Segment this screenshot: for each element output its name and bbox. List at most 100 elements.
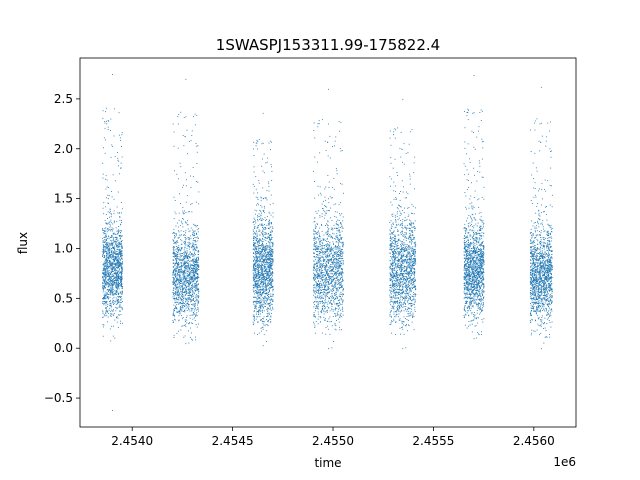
data-point: [111, 251, 113, 253]
data-point: [184, 241, 186, 242]
data-point: [183, 263, 185, 265]
data-point: [258, 251, 260, 253]
data-point: [179, 274, 180, 276]
data-point: [115, 291, 116, 293]
data-point: [262, 235, 264, 237]
data-point: [265, 227, 266, 228]
data-point: [319, 263, 321, 265]
data-point: [314, 296, 316, 298]
data-point: [190, 260, 192, 262]
data-point: [315, 263, 317, 265]
data-point: [321, 216, 323, 217]
data-point: [329, 135, 331, 137]
data-point: [334, 281, 336, 283]
data-point: [183, 253, 185, 255]
data-point: [254, 265, 256, 267]
data-point: [270, 248, 272, 250]
data-point: [111, 230, 113, 232]
data-point: [268, 265, 270, 267]
data-point: [337, 270, 339, 272]
data-point: [270, 246, 272, 248]
data-point: [113, 263, 115, 265]
data-point: [177, 123, 179, 125]
data-point: [339, 272, 340, 274]
data-point: [257, 225, 259, 227]
data-point: [105, 269, 106, 271]
data-point: [326, 245, 328, 247]
data-point: [106, 266, 108, 267]
data-point: [112, 335, 114, 337]
data-point: [103, 286, 105, 287]
data-point: [105, 206, 107, 208]
data-point: [113, 302, 115, 304]
data-point: [196, 259, 197, 261]
data-point: [319, 252, 320, 254]
data-point: [270, 284, 271, 286]
data-point: [257, 334, 258, 335]
data-point: [191, 272, 193, 273]
data-point: [114, 269, 116, 271]
data-point: [320, 317, 322, 319]
data-point: [191, 300, 192, 302]
data-point: [255, 222, 257, 224]
data-point: [179, 276, 181, 278]
data-point: [179, 234, 181, 236]
data-point: [104, 122, 106, 124]
data-point: [262, 259, 264, 261]
data-point: [193, 298, 194, 300]
data-point: [328, 235, 330, 237]
data-point: [110, 277, 112, 279]
data-point: [263, 239, 265, 241]
data-point: [258, 230, 260, 232]
data-point: [319, 285, 321, 287]
data-point: [257, 199, 259, 200]
data-point: [118, 306, 120, 308]
data-point: [196, 298, 198, 300]
data-point: [102, 297, 104, 299]
data-point: [328, 260, 330, 262]
data-point: [317, 260, 319, 262]
data-point: [256, 291, 257, 293]
data-point: [178, 311, 180, 312]
data-point: [114, 257, 116, 259]
data-point: [322, 300, 323, 302]
data-point: [260, 240, 262, 241]
data-point: [260, 245, 262, 246]
data-point: [113, 254, 114, 256]
data-point: [269, 279, 271, 281]
data-point: [117, 284, 118, 286]
data-point: [181, 291, 182, 293]
data-point: [102, 228, 104, 229]
data-point: [103, 324, 105, 326]
data-point: [116, 275, 118, 277]
data-point: [268, 266, 270, 268]
data-point: [197, 273, 199, 274]
data-point: [271, 237, 273, 238]
data-point: [197, 264, 199, 266]
data-point: [333, 251, 335, 253]
data-point: [180, 255, 182, 257]
data-point: [120, 167, 121, 169]
data-point: [102, 244, 104, 246]
data-point: [120, 267, 122, 269]
data-point: [118, 284, 119, 286]
data-point: [339, 231, 341, 233]
data-point: [115, 293, 117, 295]
data-point: [189, 283, 191, 285]
data-point: [111, 235, 113, 237]
data-point: [267, 264, 269, 266]
data-point: [103, 296, 104, 298]
data-point: [257, 258, 258, 259]
data-point: [103, 241, 105, 243]
data-point: [114, 293, 116, 295]
data-point: [113, 267, 115, 269]
data-point: [116, 259, 118, 260]
data-point: [173, 247, 175, 249]
data-point: [114, 156, 116, 157]
data-point: [272, 242, 274, 244]
data-point: [109, 289, 110, 291]
data-point: [341, 272, 343, 274]
data-point: [332, 280, 333, 282]
data-point: [116, 283, 118, 285]
data-point: [174, 252, 175, 254]
